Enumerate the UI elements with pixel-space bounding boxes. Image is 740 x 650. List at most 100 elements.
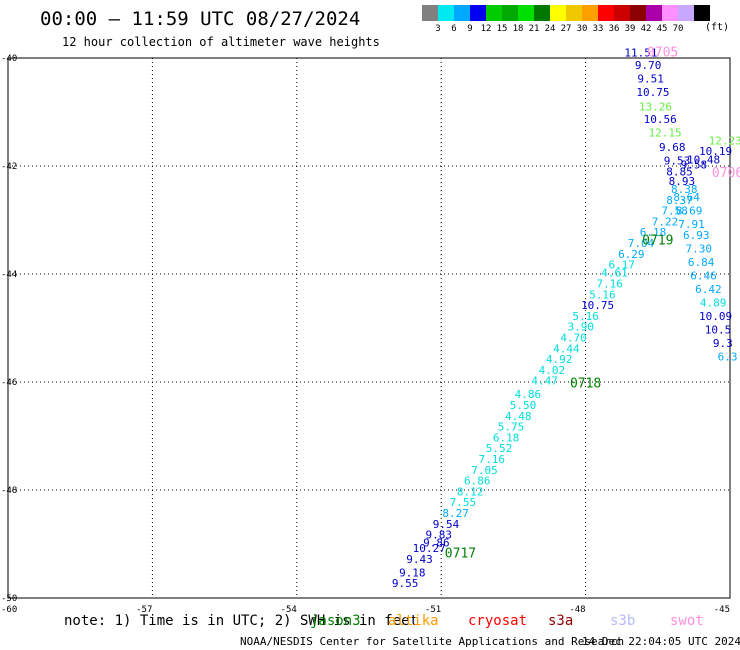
colorbar-swatch [662,5,678,21]
wave-height-point: 6.86 [464,475,491,488]
colorbar-swatch [454,5,470,21]
wave-height-point: 7.91 [678,218,705,231]
timestamp-text: 14 Dec 22:04:05 UTC 2024 [582,635,740,648]
satellite-label: s3a [548,613,573,629]
wave-height-point: 9.83 [426,529,453,542]
wave-height-point: 4.47 [531,375,558,388]
colorbar-label: 24 [545,24,556,34]
wave-height-point: 11.51 [624,46,657,59]
wave-height-point: 12.23 [709,134,740,147]
wave-height-point: 7.04 [628,237,655,250]
satellite-label: s3b [610,613,635,629]
colorbar-swatch [646,5,662,21]
y-tick-label: -40 [1,54,17,64]
wave-height-point: 9.86 [423,537,450,550]
y-tick-label: -46 [1,378,17,388]
colorbar-swatch [678,5,694,21]
colorbar-swatch [630,5,646,21]
colorbar-swatch [694,5,710,21]
colorbar-swatch [614,5,630,21]
colorbar-label: 9 [467,24,472,34]
wave-height-point: 9.54 [433,518,460,531]
wave-height-point: 8.37 [666,194,693,207]
colorbar-label: 18 [513,24,524,34]
wave-height-point: 4.86 [515,388,542,401]
tick-labels: -57 -54 -51 -48 -45 -40 -42 -44 -46 -48 -50-60 [1,54,730,615]
page-title: 00:00 – 11:59 UTC 08/27/2024 [40,8,360,30]
colorbar-swatch [566,5,582,21]
wave-height-point: 9.55 [392,577,419,590]
wave-height-point: 6.42 [695,283,722,296]
wave-height-point: 7.22 [652,215,679,228]
colorbar-swatch [438,5,454,21]
wave-height-point: 8.64 [673,191,700,204]
wave-height-point: 9.51 [637,72,664,85]
wave-height-point: 4.02 [539,364,566,377]
wave-height-point: 10.75 [581,299,614,312]
colorbar-swatch [598,5,614,21]
wave-height-colorbar: 3 6 9 12 15 18 21 24 27 30 33 36 39 42 45 70 [422,5,710,34]
pass-time-label: 0719 [642,233,673,248]
colorbar-label: 15 [497,24,508,34]
colorbar-unit: (ft) [705,22,729,33]
wave-height-point: 10.56 [644,113,677,126]
wave-height-point: 9.68 [659,141,686,154]
credit-text: NOAA/NESDIS Center for Satellite Applica… [240,635,624,648]
pass-time-label: 0718 [570,376,601,391]
wave-height-point: 4.61 [601,267,628,280]
colorbar-swatch [502,5,518,21]
colorbar-swatch [518,5,534,21]
wave-height-point: 7.16 [478,453,505,466]
colorbar-label: 27 [561,24,572,34]
wave-height-point: 6.29 [618,248,645,261]
colorbar-label: 12 [481,24,492,34]
wave-height-point: 6.17 [608,259,635,272]
satellite-label: cryosat [468,613,527,629]
wave-height-point: 12.15 [648,126,681,139]
wave-height-point: 7.30 [685,242,712,255]
wave-height-point: 5.50 [510,399,537,412]
colorbar-swatch [550,5,566,21]
y-tick-label: -48 [1,486,17,496]
wave-height-point: 10.48 [687,153,720,166]
wave-height-point: 8.27 [442,507,469,520]
wave-height-point: 9.58 [681,159,708,172]
satellite-label: jason3 [310,613,361,629]
wave-height-point: 5.75 [498,421,525,434]
wave-height-point: 8.85 [666,166,693,179]
wave-height-point: 7.05 [471,464,498,477]
y-tick-label: -50 [1,594,17,604]
wave-height-point: 7.55 [450,496,477,509]
pass-time-label: 0717 [445,547,476,562]
wave-height-point: 5.16 [572,310,599,323]
colorbar-label: 33 [593,24,604,34]
colorbar-label: 21 [529,24,540,34]
wave-height-point: 6.18 [493,431,520,444]
wave-height-point: 6.93 [683,229,710,242]
page-subtitle: 12 hour collection of altimeter wave hei… [62,35,380,49]
colorbar-label: 39 [625,24,636,34]
x-tick-label: -45 [714,605,730,615]
plot-area: -57 -54 -51 -48 -45 -40 -42 -44 -46 -48 -50-60 11.… [1,45,740,615]
x-tick-label: -54 [281,605,297,615]
wave-height-point: 4.48 [505,410,532,423]
time-labels: 0705 0706 0719 0718 0717 [445,45,740,561]
colorbar-swatch [422,5,438,21]
wave-height-point: 8.69 [676,205,703,218]
wave-height-point: 5.52 [486,442,513,455]
wave-height-point: 9.70 [635,59,662,72]
wave-height-point: 8.93 [669,175,696,188]
wave-height-point: 6.84 [688,256,715,269]
colorbar-label: 70 [673,24,684,34]
gridlines [8,57,731,599]
x-tick-label-min: -60 [1,605,17,615]
colorbar-swatch [534,5,550,21]
satellite-label: altika [388,613,439,629]
wave-height-point: 9.3 [713,337,733,350]
data-points: 11.519.709.5110.7513.2610.5612.159.689.5… [392,46,740,590]
satellite-legend: jason3 altika cryosat s3a s3b swot [310,613,704,629]
wave-height-point: 7.16 [596,278,623,291]
wave-height-point: 10.19 [699,145,732,158]
colorbar-label: 45 [657,24,668,34]
wave-height-point: 8.38 [671,183,698,196]
